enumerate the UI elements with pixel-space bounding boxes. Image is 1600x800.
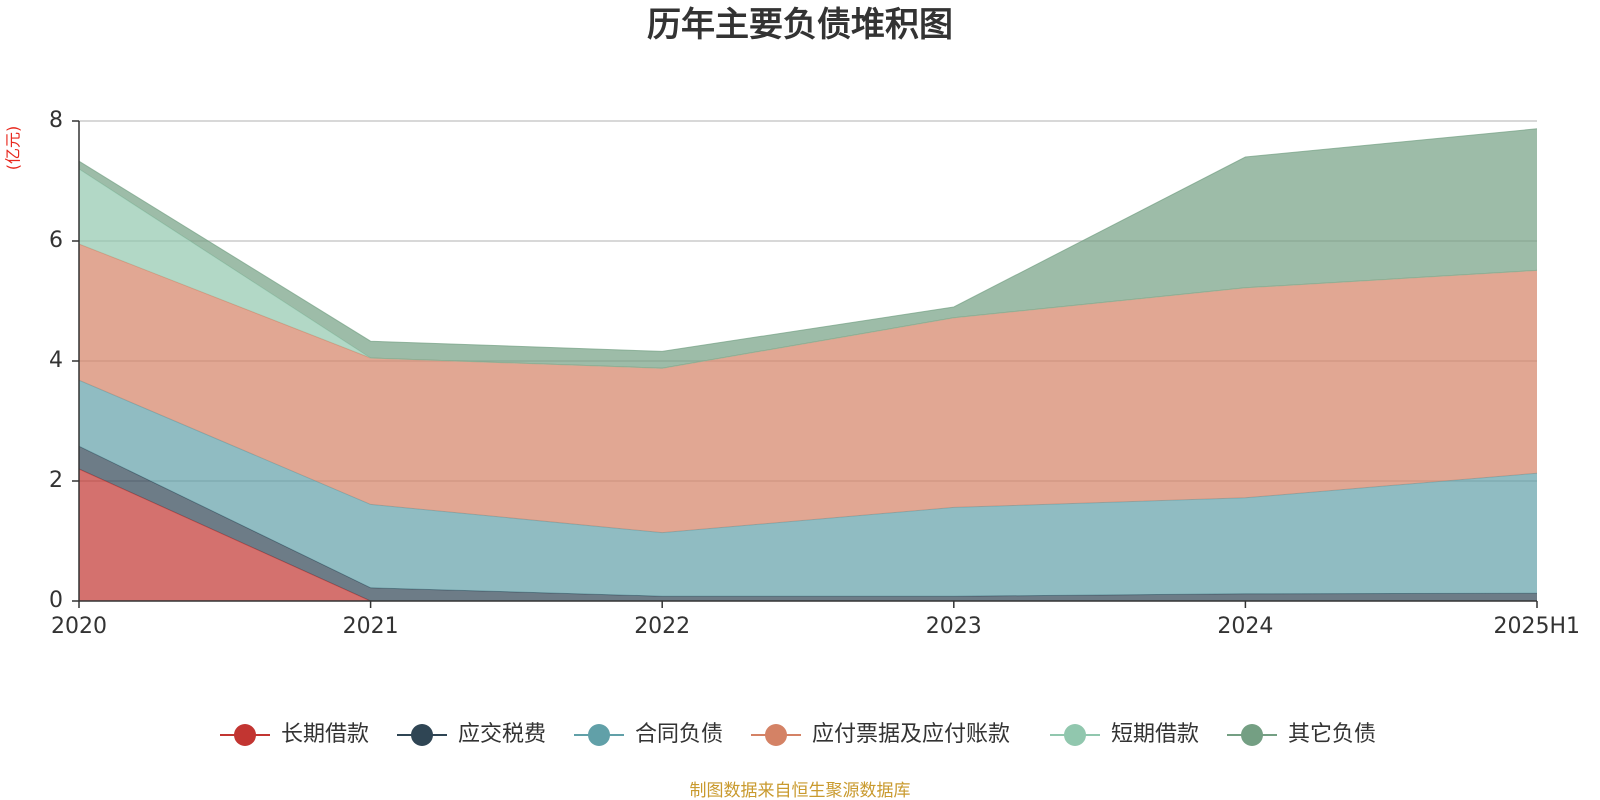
legend-item-2[interactable]: 合同负债 [574,722,723,747]
x-tick-label: 2021 [343,614,399,639]
x-tick-label: 2020 [51,614,107,639]
y-tick-label: 8 [49,108,63,133]
y-tick-label: 2 [49,468,63,493]
y-tick-label: 4 [49,348,63,373]
axes: 0 2 4 6 8 2020 2021 2022 2023 2024 2025H1 [49,108,1580,639]
legend[interactable]: 长期借款 应交税费 合同负债 应付票据及应付账款 短期借款 其它负债 [220,722,1376,747]
legend-label: 应交税费 [458,722,546,747]
legend-item-5[interactable]: 其它负债 [1227,722,1376,747]
legend-label: 短期借款 [1111,722,1199,747]
area-series-5[interactable] [79,128,1537,369]
area-series-edge-2 [78,379,1538,534]
legend-label: 其它负债 [1288,722,1376,747]
area-series-edge-5 [78,128,1538,352]
legend-marker [588,724,610,746]
area-series-3[interactable] [79,244,1537,533]
area-series-0[interactable] [79,469,1537,601]
legend-label: 长期借款 [281,722,369,747]
area-series-group [78,128,1538,602]
legend-label: 合同负债 [635,722,723,747]
legend-item-4[interactable]: 短期借款 [1050,722,1199,747]
x-tick-label: 2024 [1217,614,1273,639]
chart-title: 历年主要负债堆积图 [647,5,953,45]
y-axis-unit-label: (亿元) [4,126,23,171]
y-tick-label: 6 [49,228,63,253]
x-tick-label: 2022 [634,614,690,639]
y-tick-label: 0 [49,588,63,613]
area-series-2[interactable] [79,380,1537,597]
legend-item-1[interactable]: 应交税费 [397,722,546,747]
legend-marker [765,724,787,746]
legend-marker [234,724,256,746]
legend-marker [1064,724,1086,746]
legend-label: 应付票据及应付账款 [812,722,1010,747]
legend-item-3[interactable]: 应付票据及应付账款 [751,722,1010,747]
x-tick-label: 2025H1 [1493,614,1580,639]
legend-marker [411,724,433,746]
legend-marker [1241,724,1263,746]
legend-item-0[interactable]: 长期借款 [220,722,369,747]
x-tick-label: 2023 [926,614,982,639]
data-source-note: 制图数据来自恒生聚源数据库 [690,781,911,800]
